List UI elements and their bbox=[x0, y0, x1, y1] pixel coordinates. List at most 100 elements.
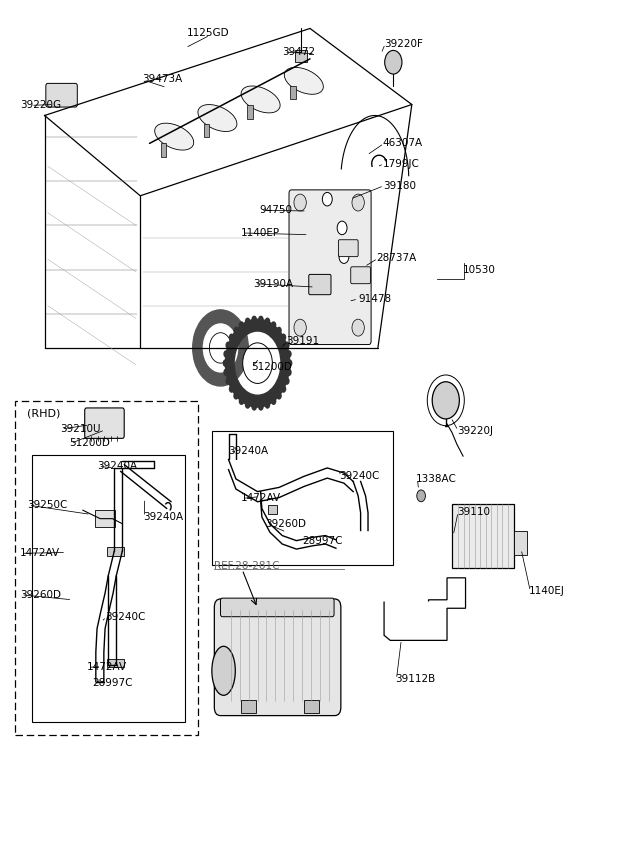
Text: 39240A: 39240A bbox=[229, 446, 268, 456]
Ellipse shape bbox=[285, 67, 324, 94]
Circle shape bbox=[417, 490, 425, 502]
Circle shape bbox=[294, 194, 306, 211]
Bar bbox=[32, 455, 185, 722]
FancyBboxPatch shape bbox=[351, 267, 371, 284]
FancyBboxPatch shape bbox=[309, 275, 331, 295]
Text: 1338AC: 1338AC bbox=[416, 474, 457, 484]
Text: 39210U: 39210U bbox=[60, 424, 100, 434]
Text: 46307A: 46307A bbox=[383, 138, 423, 148]
Circle shape bbox=[284, 342, 290, 349]
Circle shape bbox=[245, 401, 250, 409]
Circle shape bbox=[281, 385, 286, 393]
Circle shape bbox=[286, 350, 291, 358]
Circle shape bbox=[271, 321, 277, 329]
Ellipse shape bbox=[198, 104, 237, 131]
Bar bbox=[247, 105, 252, 119]
FancyBboxPatch shape bbox=[215, 599, 341, 716]
Circle shape bbox=[352, 194, 365, 211]
Text: 39260D: 39260D bbox=[265, 519, 306, 529]
Text: 39250C: 39250C bbox=[27, 500, 68, 510]
Bar bbox=[290, 86, 296, 99]
Text: 1472AV: 1472AV bbox=[20, 549, 60, 558]
Text: 51200D: 51200D bbox=[69, 438, 110, 449]
Text: 28997C: 28997C bbox=[93, 678, 133, 689]
Circle shape bbox=[258, 403, 264, 410]
Circle shape bbox=[352, 319, 365, 336]
Circle shape bbox=[271, 398, 277, 405]
Circle shape bbox=[251, 403, 257, 410]
Text: 39220F: 39220F bbox=[384, 39, 423, 48]
Ellipse shape bbox=[155, 123, 193, 150]
Circle shape bbox=[226, 377, 231, 385]
Circle shape bbox=[229, 385, 234, 393]
Text: 39220G: 39220G bbox=[20, 100, 61, 110]
Text: 51200D: 51200D bbox=[251, 361, 292, 371]
Text: 1140EJ: 1140EJ bbox=[529, 586, 565, 596]
FancyBboxPatch shape bbox=[452, 505, 514, 567]
Bar bbox=[15, 401, 198, 735]
Circle shape bbox=[229, 333, 234, 341]
Bar bbox=[204, 124, 210, 137]
Text: 39240A: 39240A bbox=[97, 461, 137, 471]
Circle shape bbox=[258, 315, 264, 323]
FancyBboxPatch shape bbox=[289, 190, 371, 344]
Circle shape bbox=[432, 382, 459, 419]
Text: 94750: 94750 bbox=[259, 205, 293, 215]
Text: 39472: 39472 bbox=[282, 47, 316, 57]
Circle shape bbox=[339, 250, 349, 264]
Circle shape bbox=[337, 221, 347, 235]
Text: 39180: 39180 bbox=[383, 181, 416, 191]
Text: 39220J: 39220J bbox=[457, 426, 493, 436]
Circle shape bbox=[223, 360, 228, 367]
Circle shape bbox=[233, 392, 239, 399]
Bar bbox=[514, 532, 527, 555]
Text: 28997C: 28997C bbox=[303, 536, 343, 545]
Circle shape bbox=[242, 343, 272, 383]
Circle shape bbox=[239, 398, 244, 405]
Bar bbox=[268, 505, 277, 514]
Circle shape bbox=[287, 360, 293, 367]
Circle shape bbox=[322, 192, 332, 206]
Ellipse shape bbox=[241, 86, 280, 113]
Text: 91478: 91478 bbox=[358, 294, 391, 304]
Circle shape bbox=[233, 326, 239, 334]
Circle shape bbox=[281, 333, 286, 341]
Bar bbox=[304, 700, 319, 713]
Circle shape bbox=[265, 401, 270, 409]
Text: 1799JC: 1799JC bbox=[383, 159, 420, 169]
Text: 39190A: 39190A bbox=[253, 279, 293, 288]
FancyBboxPatch shape bbox=[46, 83, 78, 107]
Circle shape bbox=[239, 321, 244, 329]
Circle shape bbox=[223, 369, 229, 376]
Bar bbox=[294, 50, 307, 62]
Bar bbox=[161, 143, 166, 157]
Text: 39240C: 39240C bbox=[105, 611, 146, 622]
FancyBboxPatch shape bbox=[85, 408, 124, 438]
Circle shape bbox=[286, 369, 291, 376]
Text: 1472AV: 1472AV bbox=[87, 662, 126, 672]
FancyBboxPatch shape bbox=[339, 240, 358, 257]
Text: 1472AV: 1472AV bbox=[241, 494, 281, 504]
Text: 10530: 10530 bbox=[463, 265, 496, 275]
Text: 28737A: 28737A bbox=[377, 254, 417, 264]
Text: 39110: 39110 bbox=[457, 507, 490, 517]
Text: REF.28-281C: REF.28-281C bbox=[215, 561, 280, 571]
Text: 39240A: 39240A bbox=[143, 512, 184, 522]
Text: 39260D: 39260D bbox=[20, 589, 61, 600]
Text: 39473A: 39473A bbox=[142, 74, 182, 84]
Circle shape bbox=[277, 326, 281, 334]
Text: 1140EP: 1140EP bbox=[241, 228, 280, 238]
Bar bbox=[107, 548, 124, 555]
Circle shape bbox=[284, 377, 290, 385]
Circle shape bbox=[265, 317, 270, 325]
Circle shape bbox=[245, 317, 250, 325]
Bar bbox=[95, 510, 115, 527]
Bar bbox=[213, 431, 393, 565]
Circle shape bbox=[226, 342, 231, 349]
Text: 39240C: 39240C bbox=[340, 471, 380, 482]
Circle shape bbox=[210, 332, 232, 363]
Circle shape bbox=[251, 315, 257, 323]
Text: 39112B: 39112B bbox=[395, 674, 435, 684]
Circle shape bbox=[223, 350, 229, 358]
Circle shape bbox=[294, 319, 306, 336]
